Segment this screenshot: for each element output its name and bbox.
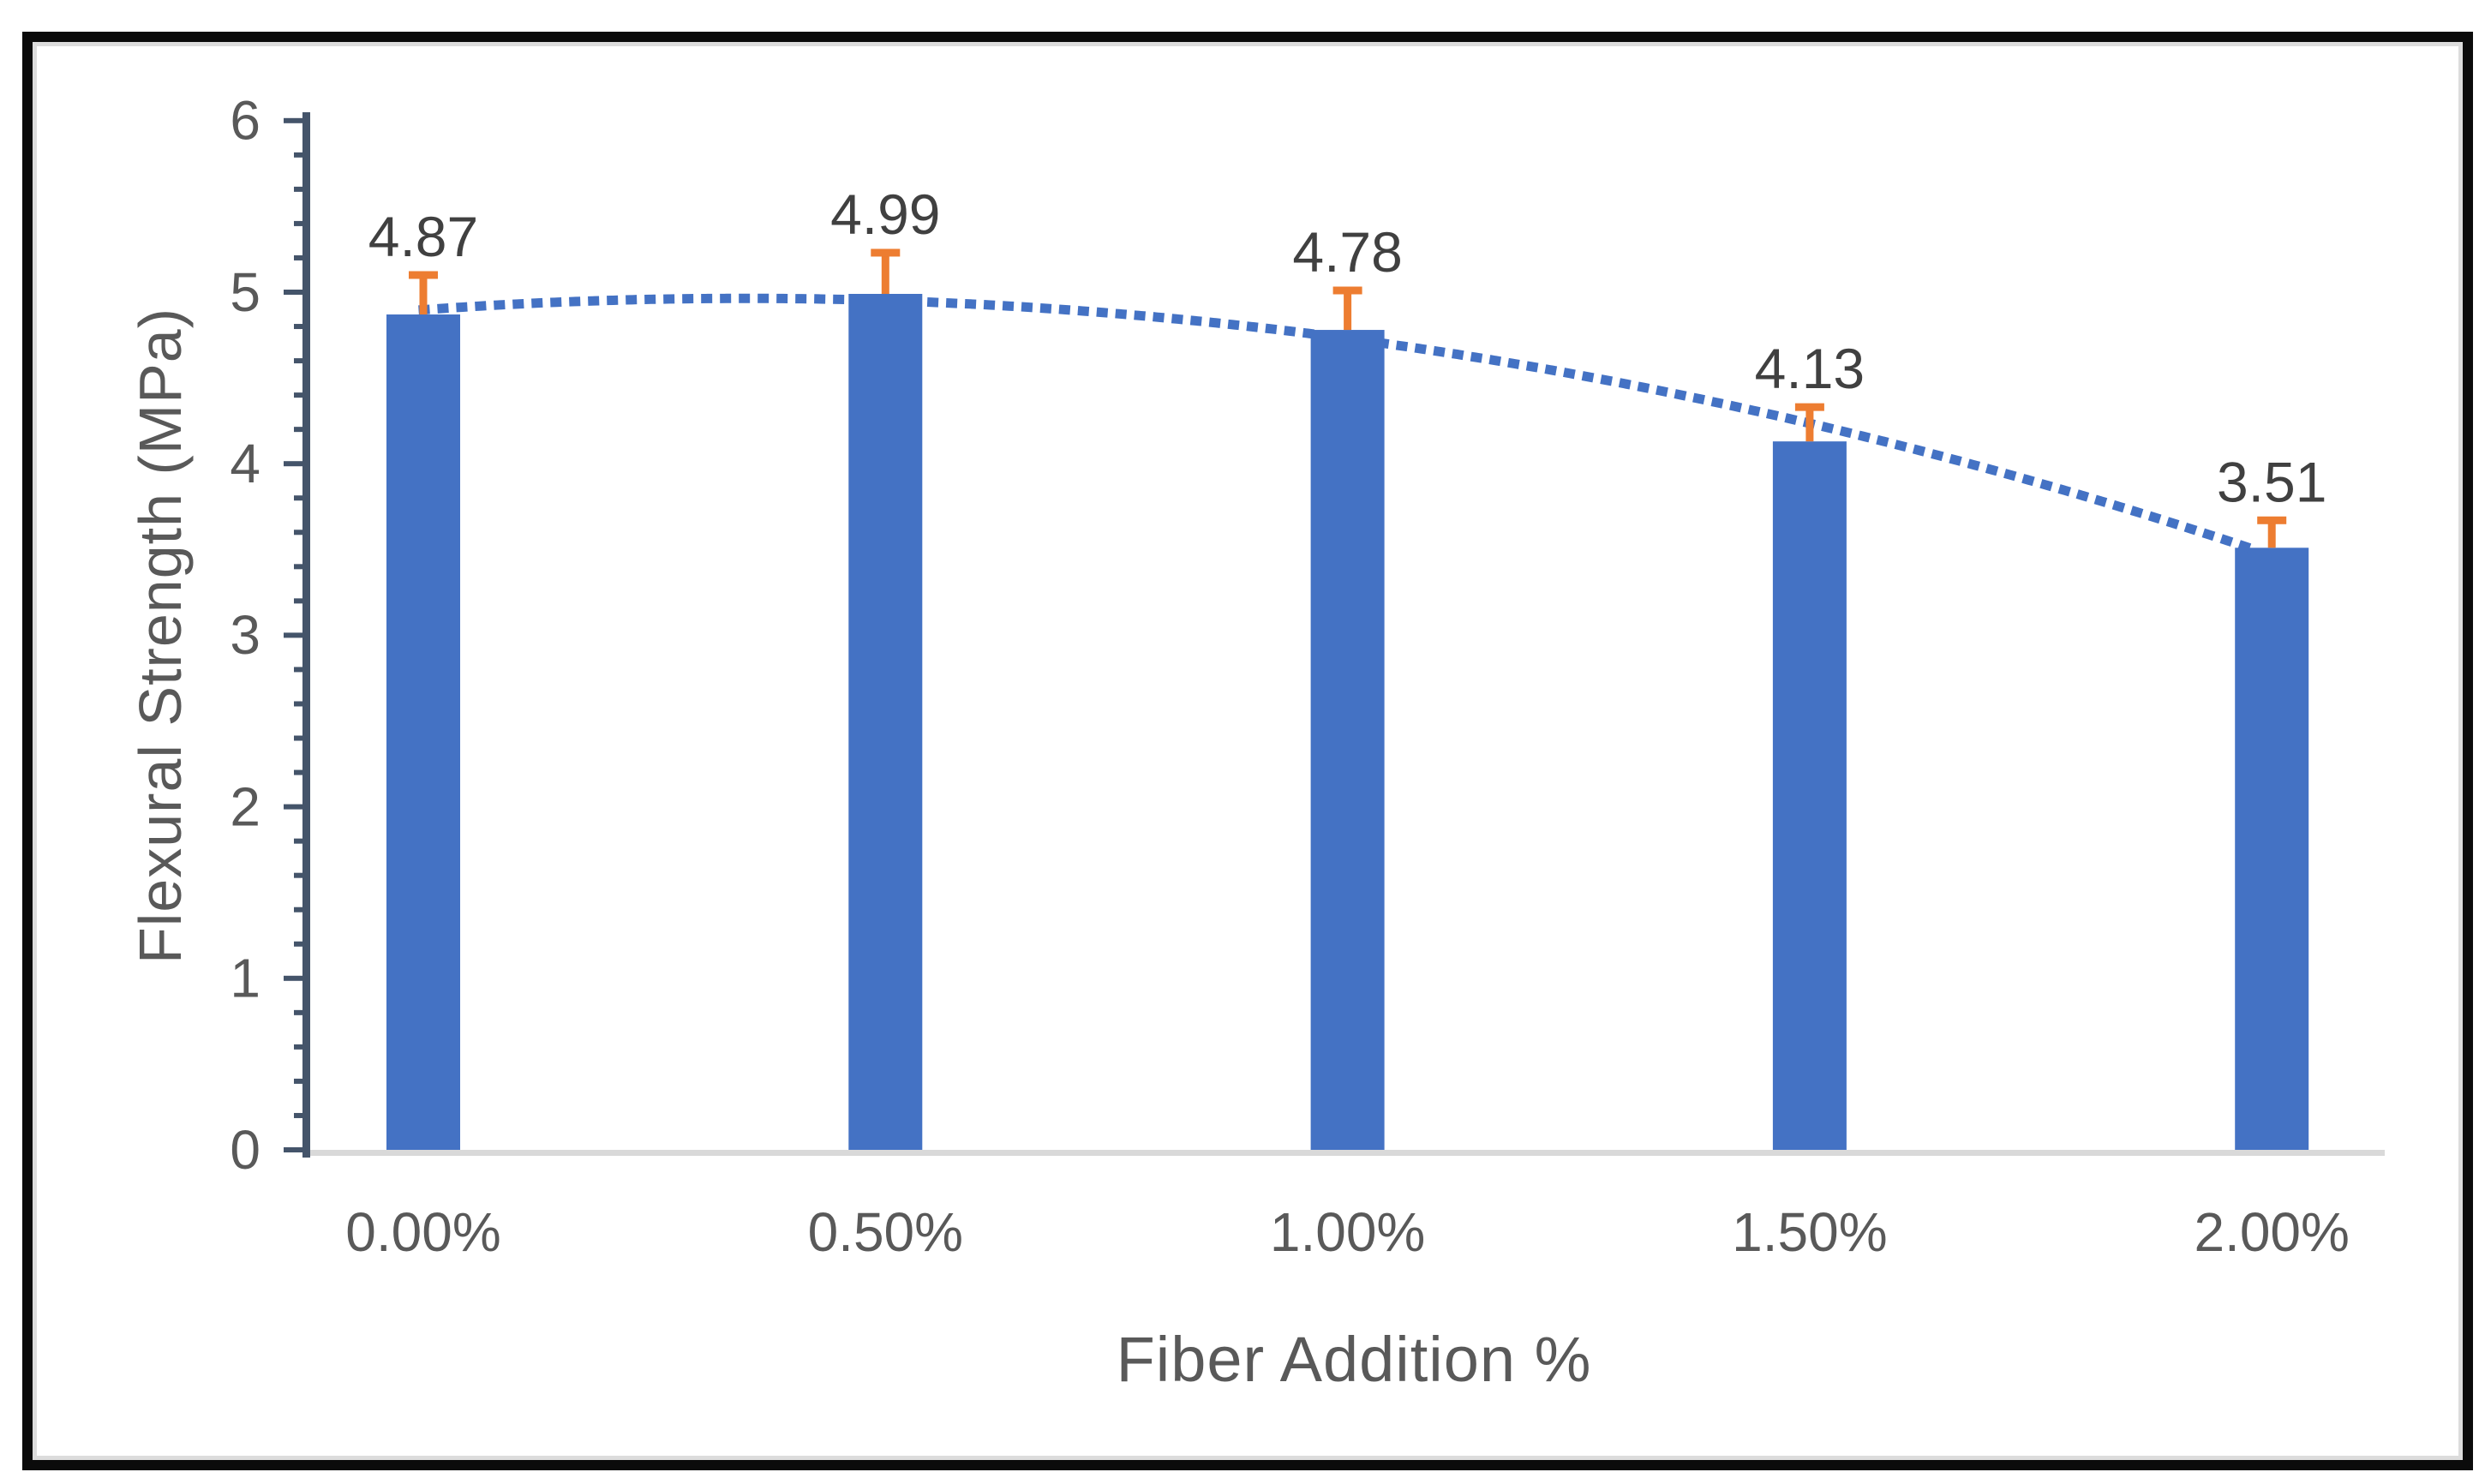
- x-axis-category-label: 0.50%: [808, 1201, 963, 1263]
- y-axis-minor-tick: [294, 667, 306, 673]
- error-bar-stem: [1344, 290, 1352, 331]
- x-axis-category-label: 2.00%: [2194, 1201, 2349, 1263]
- error-bar-stem: [419, 274, 428, 315]
- error-bar-stem: [1805, 407, 1814, 442]
- bar-data-label: 4.99: [830, 183, 940, 246]
- y-axis-tick-label: 1: [230, 948, 260, 1009]
- y-axis-minor-tick: [294, 1009, 306, 1015]
- y-axis-tick-label: 5: [230, 261, 260, 323]
- error-bar-stem: [2267, 520, 2276, 548]
- y-axis-minor-tick: [294, 701, 306, 707]
- y-axis-major-tick: [284, 117, 306, 123]
- y-axis-tick-label: 4: [230, 433, 260, 494]
- y-axis-minor-tick: [294, 872, 306, 878]
- x-axis-baseline: [310, 1150, 2385, 1156]
- bar: [1772, 441, 1847, 1150]
- y-axis-minor-tick: [294, 495, 306, 501]
- y-axis-minor-tick: [294, 564, 306, 570]
- bar: [2235, 548, 2309, 1150]
- y-axis-major-tick: [284, 1147, 306, 1152]
- y-axis-minor-tick: [294, 530, 306, 536]
- bar-data-label: 4.78: [1292, 220, 1402, 284]
- error-bar-cap: [1794, 403, 1824, 411]
- y-axis-line: [302, 112, 310, 1158]
- y-axis-minor-tick: [294, 598, 306, 604]
- y-axis-minor-tick: [294, 254, 306, 260]
- bar-data-label: 4.13: [1755, 337, 1865, 400]
- y-axis-minor-tick: [294, 220, 306, 226]
- y-axis-major-tick: [284, 632, 306, 638]
- y-axis-tick-label: 0: [230, 1119, 260, 1181]
- y-axis-minor-tick: [294, 907, 306, 913]
- y-axis-minor-tick: [294, 358, 306, 364]
- bar-data-label: 3.51: [2217, 450, 2326, 513]
- y-axis-major-tick: [284, 461, 306, 467]
- error-bar-cap: [409, 271, 438, 279]
- x-axis-category-label: 1.00%: [1270, 1201, 1425, 1263]
- y-axis-minor-tick: [294, 324, 306, 330]
- y-axis-minor-tick: [294, 941, 306, 947]
- y-axis-major-tick: [284, 975, 306, 981]
- y-axis-tick-label: 3: [230, 604, 260, 666]
- y-axis-minor-tick: [294, 152, 306, 158]
- x-axis-category-label: 1.50%: [1732, 1201, 1887, 1263]
- error-bar-stem: [881, 252, 889, 295]
- y-axis-minor-tick: [294, 1078, 306, 1084]
- x-axis-category-label: 0.00%: [345, 1201, 500, 1263]
- bar: [848, 294, 923, 1150]
- bar-data-label: 4.87: [368, 205, 478, 268]
- x-axis-title: Fiber Addition %: [1116, 1324, 1592, 1395]
- y-axis-minor-tick: [294, 838, 306, 844]
- error-bar-cap: [871, 248, 901, 257]
- y-axis-minor-tick: [294, 1044, 306, 1050]
- y-axis-minor-tick: [294, 392, 306, 398]
- y-axis-minor-tick: [294, 769, 306, 775]
- y-axis-minor-tick: [294, 1112, 306, 1118]
- y-axis-minor-tick: [294, 427, 306, 433]
- y-axis-major-tick: [284, 804, 306, 810]
- bar: [1310, 330, 1385, 1150]
- bar: [386, 314, 460, 1150]
- y-axis-tick-label: 2: [230, 775, 260, 837]
- y-axis-major-tick: [284, 290, 306, 295]
- error-bar-cap: [2257, 516, 2287, 524]
- y-axis-tick-label: 6: [230, 90, 260, 152]
- y-axis-minor-tick: [294, 735, 306, 741]
- trendline-dotted: [418, 293, 2255, 554]
- y-axis-title: Flexural Strength (MPa): [127, 307, 194, 965]
- y-axis-minor-tick: [294, 186, 306, 192]
- error-bar-cap: [1332, 286, 1362, 295]
